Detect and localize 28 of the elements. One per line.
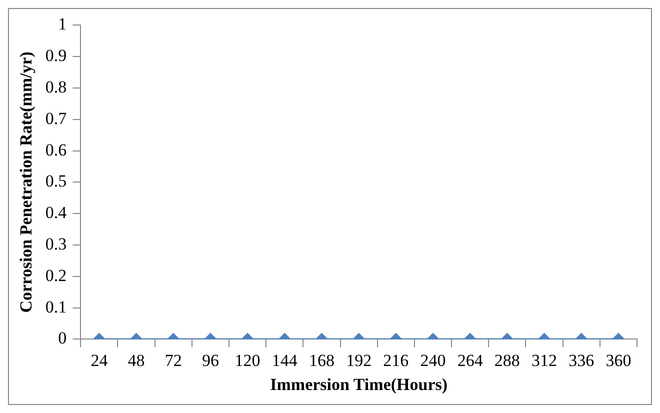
y-axis-title: Corrosion Penetration Rate(mm/yr)	[16, 52, 36, 313]
x-axis-title: Immersion Time(Hours)	[270, 375, 448, 394]
y-tick-label: 0.9	[45, 46, 67, 66]
x-tick-label: 48	[128, 350, 145, 370]
x-tick-label: 312	[532, 350, 558, 370]
y-tick-label: 0.4	[45, 203, 68, 222]
y-tick-label: 0.3	[45, 234, 67, 254]
x-tick-label: 24	[90, 350, 108, 370]
y-tick-label: 0.1	[45, 297, 67, 316]
x-tick-label: 360	[606, 350, 632, 370]
x-tick-label: 168	[308, 350, 334, 370]
x-tick-label: 192	[346, 350, 372, 370]
y-tick-label: 0.6	[45, 140, 67, 160]
x-tick-label: 72	[164, 350, 182, 370]
x-tick-label: 96	[202, 350, 219, 370]
x-tick-label: 120	[234, 350, 260, 370]
y-tick-label: 0	[58, 328, 67, 348]
y-tick-label: 0.7	[45, 108, 68, 128]
x-tick-label: 264	[457, 350, 484, 370]
x-tick-label: 216	[383, 350, 409, 370]
y-tick-label: 0.2	[45, 266, 67, 285]
y-tick-label: 0.5	[45, 172, 67, 191]
x-tick-label: 240	[420, 350, 446, 370]
x-tick-label: 336	[568, 350, 594, 370]
x-tick-label: 288	[494, 350, 520, 370]
y-tick-label: 1	[58, 14, 67, 34]
y-tick-label: 0.8	[45, 77, 67, 96]
x-tick-label: 144	[272, 350, 298, 370]
